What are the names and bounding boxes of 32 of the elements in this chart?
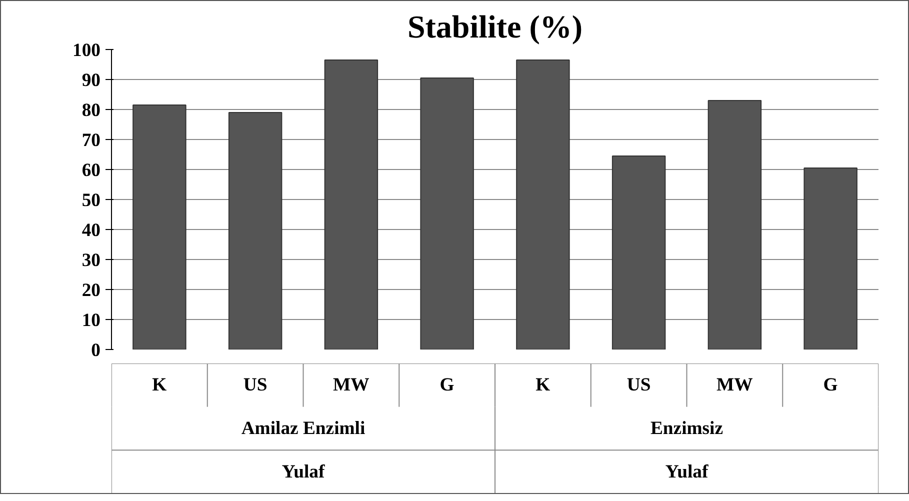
bar: [516, 60, 570, 350]
y-tick-label: 100: [72, 40, 100, 61]
y-tick-label: 70: [82, 130, 100, 151]
x-tick-label: MW: [333, 374, 370, 396]
bar: [228, 112, 282, 350]
bar: [612, 156, 666, 350]
bar: [420, 78, 474, 350]
text: Yulaf: [665, 461, 709, 482]
y-tick-label: 10: [82, 310, 100, 331]
y-tick-label: 60: [82, 160, 100, 181]
y-tick-label: 80: [82, 100, 100, 121]
y-tick-label: 40: [82, 220, 100, 241]
bar: [708, 100, 762, 350]
x-tick-label: US: [243, 374, 268, 396]
chart-title: Stabilite (%): [407, 8, 583, 44]
text: Amilaz Enzimli: [241, 418, 366, 439]
y-tick-label: 0: [91, 340, 100, 361]
bar: [132, 104, 186, 350]
x-tick-label: G: [823, 374, 838, 396]
x-tick-label: K: [536, 374, 551, 396]
x-tick-label: K: [152, 374, 168, 396]
x-tick-label: MW: [716, 374, 754, 396]
y-tick-label: 50: [82, 190, 100, 211]
y-tick-label: 30: [82, 250, 100, 271]
y-tick-label: 20: [82, 280, 100, 301]
text: Yulaf: [282, 461, 326, 482]
x-tick-label: G: [440, 374, 454, 396]
bar: [804, 168, 858, 350]
x-tick-label: US: [626, 374, 651, 396]
bar: [324, 60, 378, 350]
y-tick-label: 90: [82, 70, 100, 91]
text: Enzimsiz: [650, 418, 724, 439]
